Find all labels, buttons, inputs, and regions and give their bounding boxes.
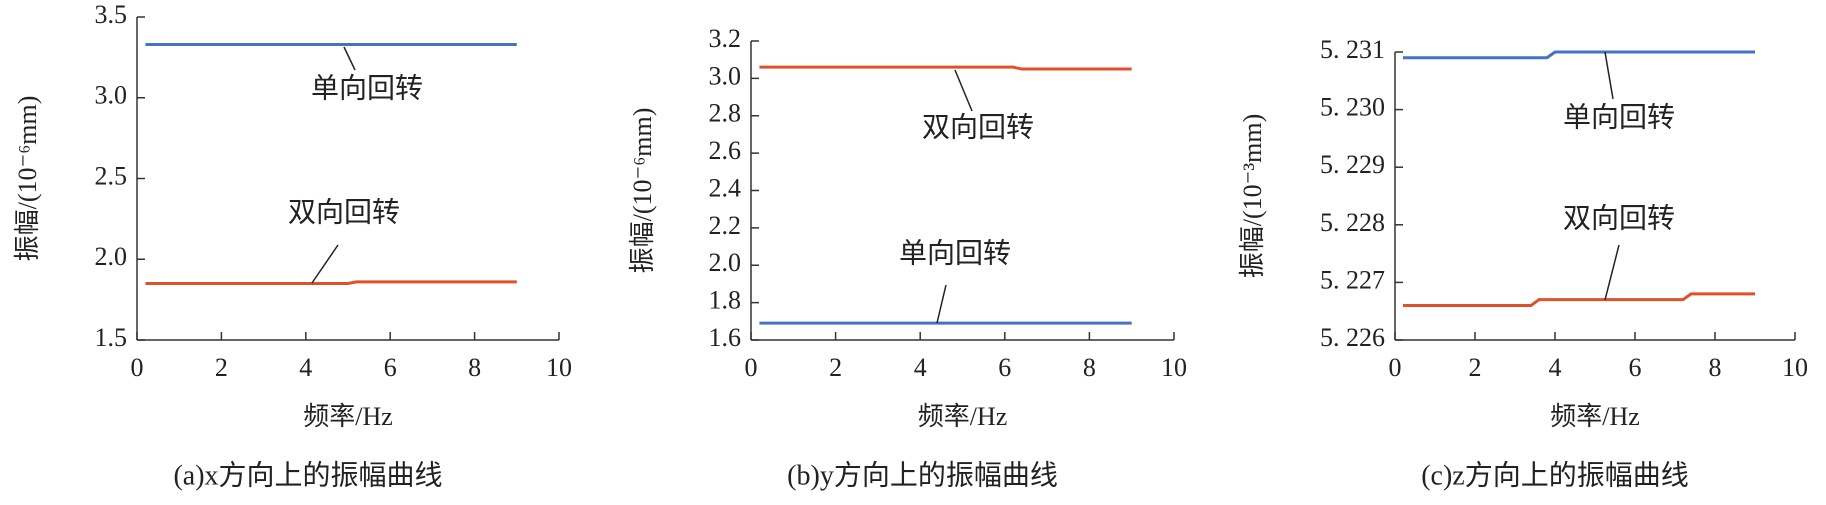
y-tick-label: 5. 226 bbox=[1320, 323, 1385, 352]
x-tick-label: 4 bbox=[1549, 353, 1562, 382]
y-tick-label: 5. 229 bbox=[1320, 150, 1385, 179]
y-tick-label: 3.0 bbox=[709, 61, 742, 90]
y-tick-label: 3.0 bbox=[95, 81, 128, 110]
y-tick-label: 1.6 bbox=[709, 323, 742, 352]
x-tick-label: 2 bbox=[215, 353, 228, 382]
x-tick-label: 6 bbox=[998, 353, 1011, 382]
y-tick-label: 5. 227 bbox=[1320, 265, 1385, 294]
y-tick-label: 5. 230 bbox=[1320, 93, 1385, 122]
y-tick-label: 2.8 bbox=[709, 99, 742, 128]
y-tick-label: 5. 228 bbox=[1320, 208, 1385, 237]
series-label: 单向回转 bbox=[1563, 101, 1675, 133]
x-tick-label: 6 bbox=[1629, 353, 1642, 382]
series-label: 单向回转 bbox=[899, 237, 1011, 269]
x-tick-label: 2 bbox=[829, 353, 842, 382]
series-label: 双向回转 bbox=[922, 111, 1034, 143]
x-axis-label: 频率/Hz bbox=[918, 402, 1008, 431]
x-tick-label: 10 bbox=[1782, 353, 1808, 382]
x-tick-label: 4 bbox=[914, 353, 927, 382]
x-tick-label: 2 bbox=[1469, 353, 1482, 382]
x-tick-label: 10 bbox=[546, 353, 572, 382]
y-tick-label: 1.5 bbox=[95, 323, 128, 352]
x-tick-label: 10 bbox=[1161, 353, 1187, 382]
annotation-leader bbox=[1604, 51, 1614, 100]
y-tick-label: 2.0 bbox=[95, 242, 128, 271]
annotation-leader bbox=[936, 284, 947, 324]
caption: (b)y方向上的振幅曲线 bbox=[787, 459, 1058, 491]
caption: (c)z方向上的振幅曲线 bbox=[1421, 459, 1689, 491]
y-axis-label: 振幅/(10⁻⁶mm) bbox=[628, 108, 657, 274]
x-tick-label: 6 bbox=[384, 353, 397, 382]
line-series bbox=[145, 280, 517, 285]
line-series bbox=[1403, 292, 1755, 307]
y-tick-label: 2.2 bbox=[709, 211, 742, 240]
x-tick-label: 8 bbox=[1083, 353, 1096, 382]
x-tick-label: 0 bbox=[131, 353, 144, 382]
x-tick-label: 8 bbox=[1709, 353, 1722, 382]
series-label: 单向回转 bbox=[311, 72, 423, 104]
y-axis-label: 振幅/(10⁻⁶mm) bbox=[13, 96, 42, 262]
y-tick-label: 5. 231 bbox=[1320, 35, 1385, 64]
y-tick-label: 2.6 bbox=[709, 136, 742, 165]
annotation-leader bbox=[343, 46, 356, 71]
annotation-leader bbox=[1604, 244, 1620, 301]
series-label: 双向回转 bbox=[1563, 202, 1675, 234]
y-axis-label: 振幅/(10⁻³mm) bbox=[1238, 114, 1267, 279]
annotation-leader bbox=[311, 244, 339, 284]
x-tick-label: 0 bbox=[745, 353, 758, 382]
y-tick-label: 2.5 bbox=[95, 161, 128, 190]
x-axis-label: 频率/Hz bbox=[303, 402, 393, 431]
line-series bbox=[1403, 50, 1755, 60]
x-tick-label: 4 bbox=[299, 353, 312, 382]
y-tick-label: 3.2 bbox=[709, 24, 742, 53]
y-tick-label: 1.8 bbox=[709, 286, 742, 315]
annotation-leader bbox=[954, 69, 973, 112]
y-tick-label: 2.4 bbox=[709, 173, 742, 202]
series-label: 双向回转 bbox=[288, 196, 400, 228]
caption: (a)x方向上的振幅曲线 bbox=[173, 459, 442, 491]
x-tick-label: 0 bbox=[1389, 353, 1402, 382]
x-axis-label: 频率/Hz bbox=[1550, 402, 1640, 431]
x-tick-label: 8 bbox=[468, 353, 481, 382]
y-tick-label: 2.0 bbox=[709, 248, 742, 277]
y-tick-label: 3.5 bbox=[95, 0, 128, 29]
line-series bbox=[759, 65, 1132, 71]
